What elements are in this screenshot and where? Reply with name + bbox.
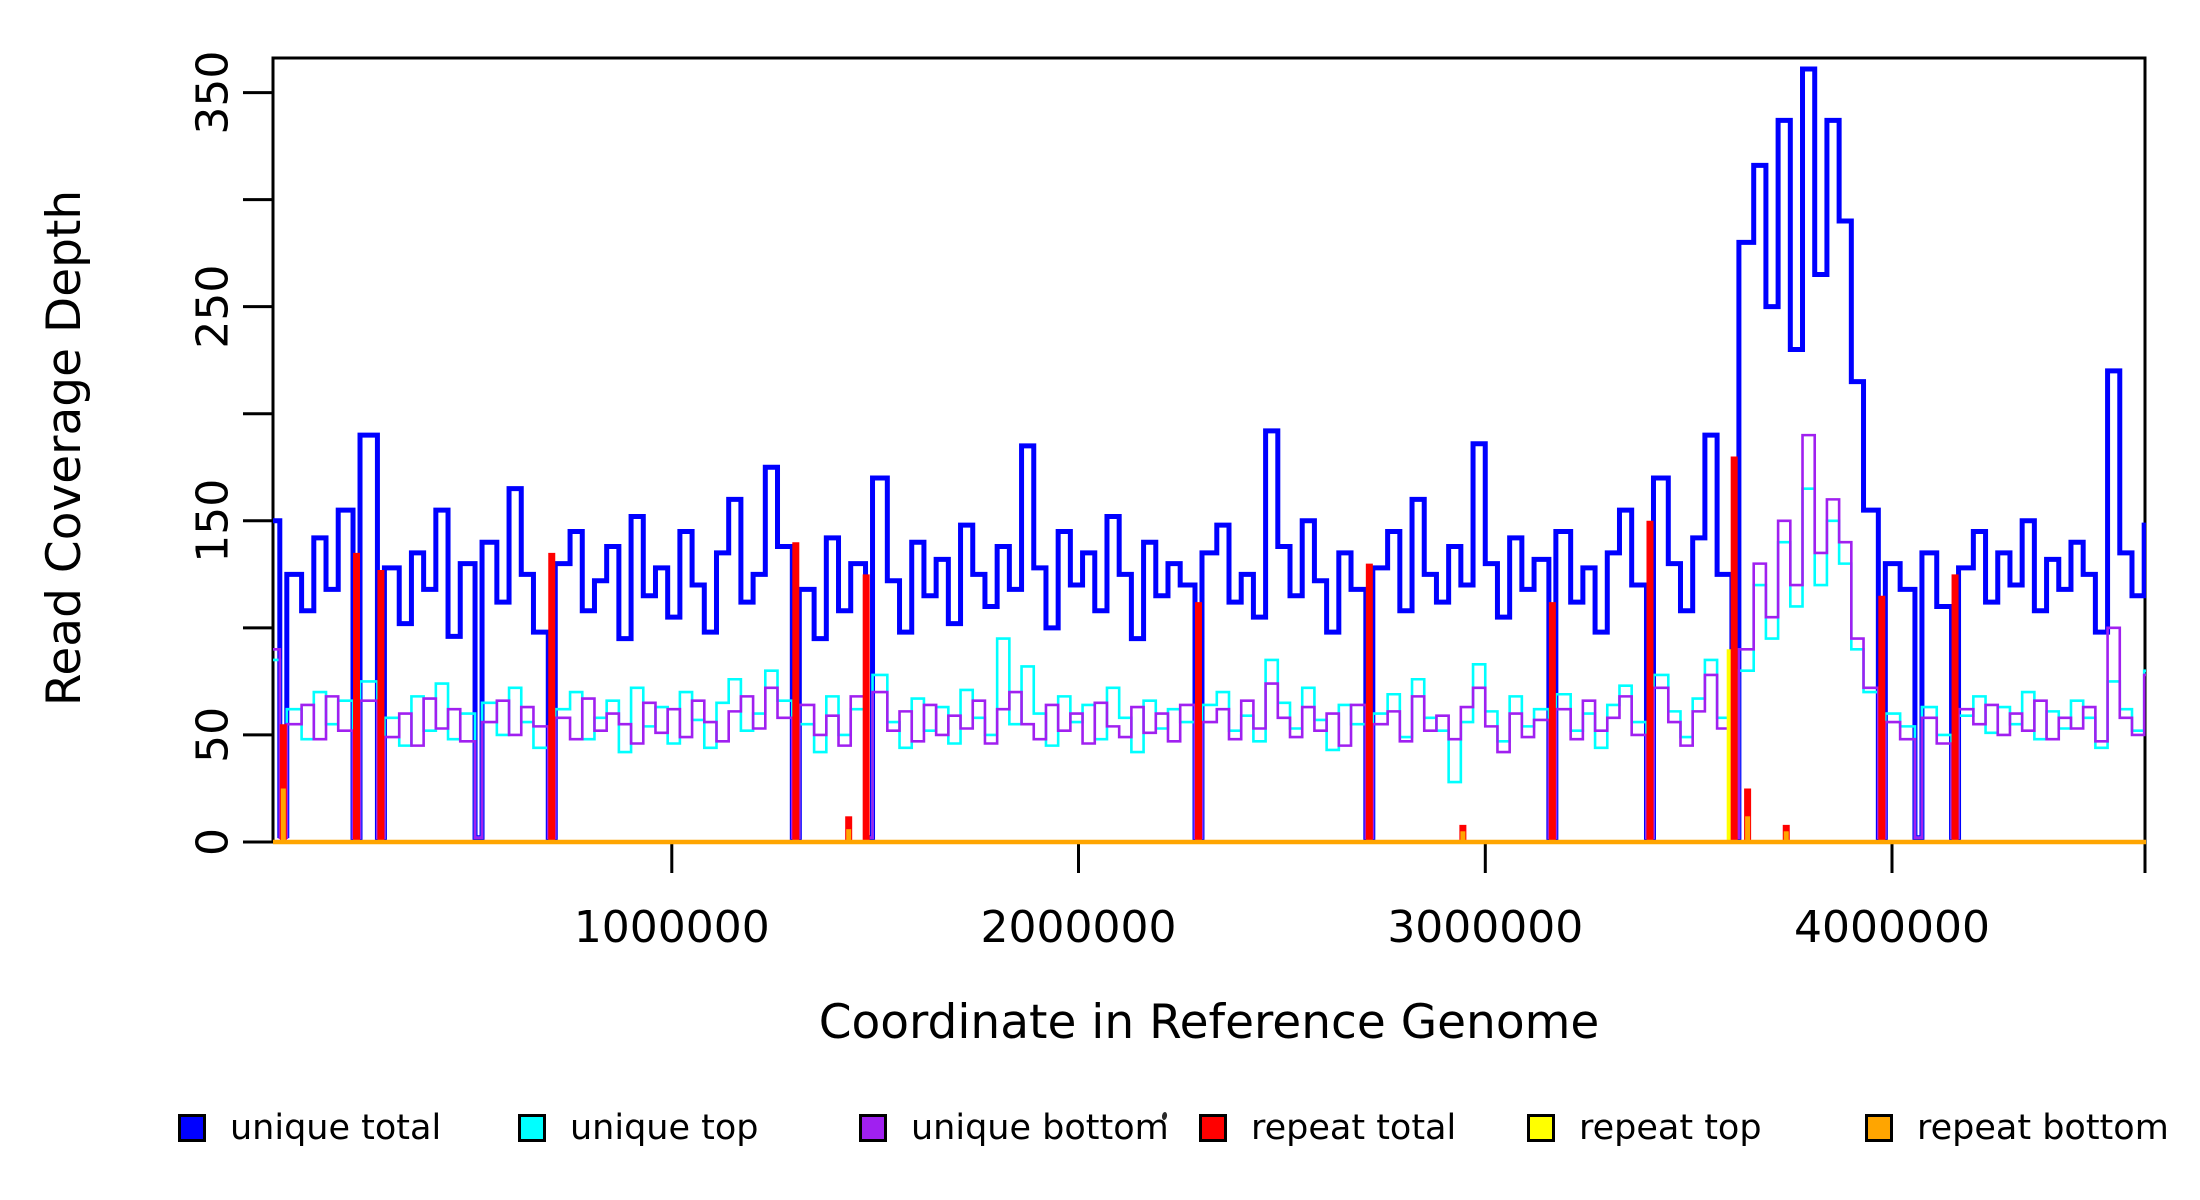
x-tick-label: 2000000: [981, 902, 1177, 953]
legend: unique total unique top unique bottom re…: [0, 1108, 2200, 1168]
y-tick-label: 350: [188, 51, 239, 135]
legend-item-repeat-total: repeat total: [1199, 1108, 1456, 1148]
y-axis-title: Read Coverage Depth: [37, 190, 92, 706]
x-tick-label: 1000000: [574, 902, 770, 953]
repeat-total-swatch-icon: [1199, 1114, 1227, 1142]
legend-item-repeat-bottom: repeat bottom: [1865, 1108, 2169, 1148]
x-tick-label: 3000000: [1387, 902, 1583, 953]
legend-label: unique total: [230, 1108, 442, 1148]
unique-total-swatch-icon: [178, 1114, 206, 1142]
legend-item-unique-top: unique top: [518, 1108, 759, 1148]
legend-label: unique bottom: [911, 1108, 1169, 1148]
x-axis: 1000000 2000000 3000000 4000000: [574, 842, 2147, 953]
legend-label: repeat top: [1579, 1108, 1762, 1148]
y-tick-label: 150: [188, 479, 239, 563]
series-unique-total: [273, 66, 2146, 841]
unique-bottom-swatch-icon: [859, 1114, 887, 1142]
x-axis-title: Coordinate in Reference Genome: [819, 995, 1600, 1050]
y-tick-label: 50: [188, 707, 239, 763]
legend-label: repeat total: [1251, 1108, 1457, 1148]
repeat-bottom-swatch-icon: [1865, 1114, 1893, 1142]
legend-label: unique top: [570, 1108, 759, 1148]
unique-top-swatch-icon: [518, 1114, 546, 1142]
series-layer: [273, 66, 2146, 845]
legend-item-unique-total: unique total: [178, 1108, 441, 1148]
y-tick-label: 0: [188, 828, 239, 856]
x-tick-label: 4000000: [1794, 902, 1990, 953]
y-axis: 0 50 150 250 350: [188, 51, 273, 856]
y-tick-label: 250: [188, 265, 239, 349]
series-unique-bottom: [273, 433, 2146, 840]
legend-label: repeat bottom: [1917, 1108, 2169, 1148]
legend-item-repeat-top: repeat top: [1527, 1108, 1762, 1148]
repeat-top-swatch-icon: [1527, 1114, 1555, 1142]
legend-item-unique-bottom: unique bottom: [859, 1108, 1169, 1148]
